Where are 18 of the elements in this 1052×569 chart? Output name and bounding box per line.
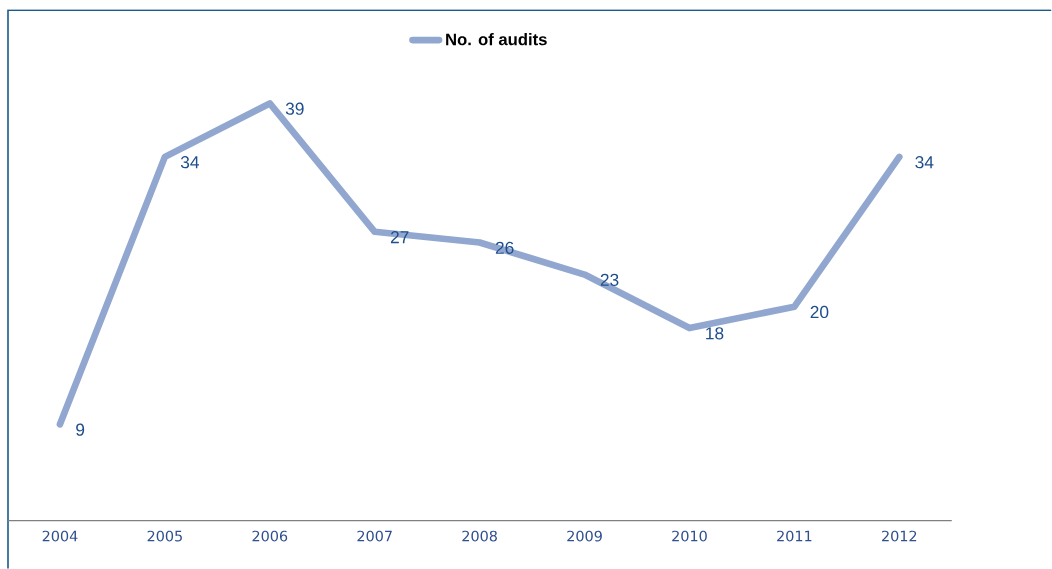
x-tick-label: 2010 bbox=[672, 530, 707, 542]
data-label: 34 bbox=[915, 155, 934, 169]
legend-label: No. of audits bbox=[446, 32, 547, 46]
data-label: 9 bbox=[76, 423, 85, 436]
x-tick-label: 2009 bbox=[567, 530, 602, 542]
x-tick-label: 2012 bbox=[882, 530, 917, 542]
x-tick-label: 2006 bbox=[252, 530, 288, 542]
x-tick-label: 2008 bbox=[462, 530, 497, 542]
data-label: 39 bbox=[285, 102, 304, 115]
data-label: 34 bbox=[180, 155, 199, 169]
data-label: 18 bbox=[706, 327, 724, 340]
data-label: 23 bbox=[600, 273, 619, 286]
data-label: 20 bbox=[810, 305, 829, 318]
x-tick-label: 2007 bbox=[357, 530, 392, 542]
x-tick-label: 2005 bbox=[147, 530, 182, 542]
data-label: 27 bbox=[390, 230, 409, 243]
x-tick-label: 2004 bbox=[42, 530, 78, 542]
x-tick-label: 2011 bbox=[777, 530, 812, 542]
